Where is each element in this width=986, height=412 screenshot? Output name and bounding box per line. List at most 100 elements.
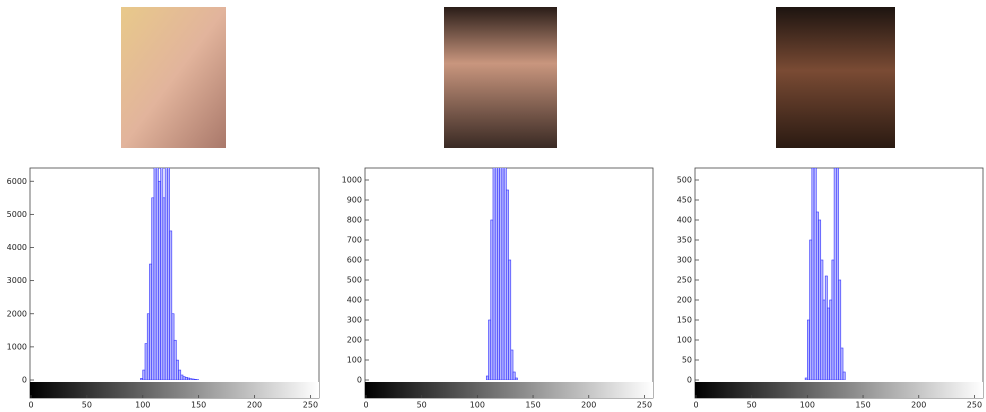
y-tick-label: 3000	[7, 276, 27, 285]
x-tick-label: 100	[470, 401, 485, 410]
y-tick-label: 500	[347, 276, 362, 285]
bar	[173, 339, 177, 380]
y-tick-label: 100	[677, 336, 692, 345]
bar	[180, 374, 184, 380]
bar	[178, 369, 182, 380]
bar	[831, 259, 835, 380]
y-tick-label: 2000	[7, 309, 27, 318]
bar	[809, 239, 813, 380]
bar	[153, 168, 157, 380]
y-tick-label: 200	[347, 336, 362, 345]
bar	[512, 371, 516, 380]
bar	[151, 197, 155, 380]
y-tick-label: 900	[347, 196, 362, 205]
bar	[175, 359, 179, 380]
bar	[833, 168, 837, 380]
y-tick-label: 250	[677, 276, 692, 285]
bars	[485, 168, 518, 380]
bar	[155, 168, 159, 380]
x-tick-label: 150	[855, 401, 870, 410]
face-photo	[121, 7, 226, 148]
x-tick-label: 100	[135, 401, 150, 410]
x-tick-label: 0	[693, 401, 698, 410]
y-tick-label: 5000	[7, 210, 27, 219]
x-tick-label: 250	[637, 401, 652, 410]
bars	[804, 168, 846, 380]
y-tick-label: 350	[677, 236, 692, 245]
bar	[158, 180, 161, 380]
bar	[144, 343, 148, 380]
bar	[840, 347, 844, 380]
bar	[499, 168, 503, 380]
bar	[189, 378, 193, 380]
y-tick-label: 150	[677, 316, 692, 325]
bar	[140, 378, 144, 380]
bar	[169, 230, 173, 380]
bar	[497, 168, 500, 380]
histogram-chart: 0 1000 2000 3000 4000 5000 6000 0 50 100 150 200 250	[7, 167, 320, 410]
x-tick-label: 0	[28, 401, 33, 410]
y-tick-label: 0	[687, 376, 692, 385]
bar	[501, 168, 505, 380]
y-tick-label: 400	[677, 216, 692, 225]
x-tick-label: 150	[191, 401, 206, 410]
bar	[193, 379, 197, 380]
bar	[488, 319, 492, 380]
bar	[184, 377, 188, 380]
bar	[485, 375, 489, 380]
bar	[842, 371, 846, 380]
bar	[807, 319, 810, 380]
bar	[162, 197, 166, 380]
y-tick-label: 4000	[7, 243, 27, 252]
bar	[492, 168, 496, 380]
bar	[191, 378, 195, 380]
x-tick-label: 200	[911, 401, 926, 410]
face-photo	[776, 7, 895, 148]
x-tick-label: 250	[303, 401, 318, 410]
x-tick-label: 0	[363, 401, 368, 410]
y-tick-label: 0	[357, 376, 362, 385]
bar	[804, 377, 808, 380]
bar	[824, 275, 828, 380]
y-tick-label: 450	[677, 196, 692, 205]
bar	[510, 349, 514, 380]
x-tick-label: 200	[247, 401, 262, 410]
bar	[815, 211, 819, 380]
y-tick-label: 0	[22, 376, 27, 385]
bar	[514, 377, 518, 380]
histogram-chart: 0 50 100 150 200 250 300 350 400 450 500 0 50 100 150 2…	[677, 167, 984, 410]
gray-colorbar	[695, 382, 983, 398]
histogram-chart: 0 100 200 300 400 500 600 700 800 900 1000 0 50 100 15…	[342, 167, 654, 410]
bar	[146, 313, 150, 380]
bar	[503, 168, 507, 380]
bar	[171, 313, 175, 380]
bar	[811, 168, 815, 380]
x-tick-label: 150	[525, 401, 540, 410]
bar	[142, 369, 146, 380]
y-tick-label: 800	[347, 216, 362, 225]
y-tick-label: 400	[347, 296, 362, 305]
bar	[829, 299, 833, 380]
bar	[822, 299, 826, 380]
y-tick-label: 500	[677, 176, 692, 185]
y-tick-label: 700	[347, 236, 362, 245]
gray-colorbar	[365, 382, 653, 398]
face-photo	[444, 7, 557, 148]
bar	[149, 263, 153, 380]
bar	[164, 168, 168, 380]
bar	[508, 259, 512, 380]
bar	[506, 189, 509, 380]
bar	[187, 377, 191, 380]
bar	[160, 168, 164, 380]
bars	[140, 168, 199, 380]
gray-colorbar	[30, 382, 319, 398]
bar	[838, 279, 842, 380]
bar	[813, 168, 817, 380]
bar	[167, 168, 170, 380]
bar	[490, 219, 494, 380]
y-tick-label: 300	[677, 256, 692, 265]
x-tick-label: 100	[800, 401, 815, 410]
y-tick-label: 300	[347, 316, 362, 325]
